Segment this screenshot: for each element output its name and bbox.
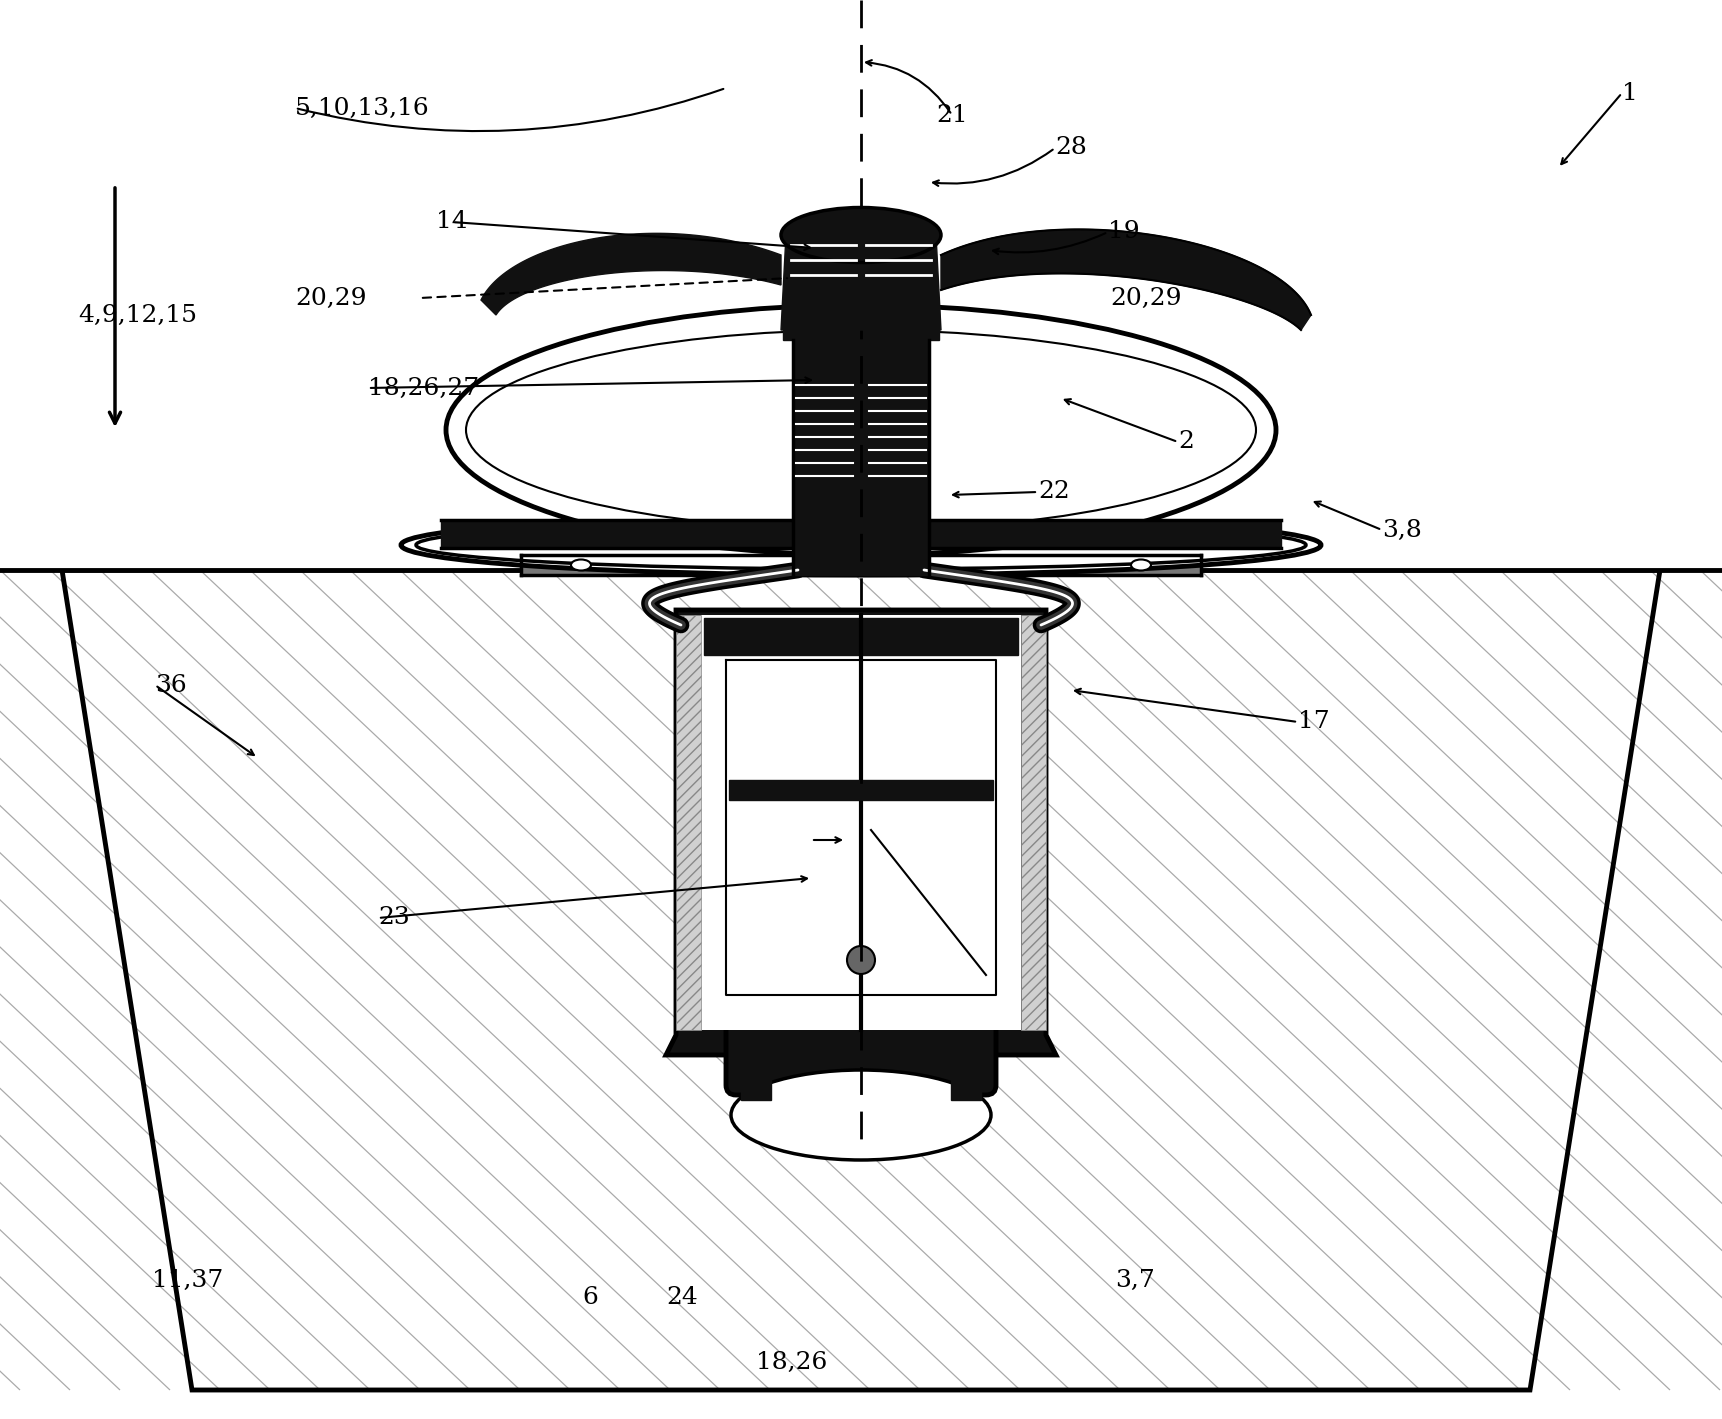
Ellipse shape bbox=[732, 1070, 990, 1159]
Polygon shape bbox=[62, 570, 1660, 1391]
Polygon shape bbox=[0, 0, 1722, 570]
Text: 24: 24 bbox=[666, 1287, 697, 1310]
Text: 23: 23 bbox=[379, 907, 410, 929]
Text: 11,37: 11,37 bbox=[152, 1269, 224, 1291]
Polygon shape bbox=[951, 1080, 982, 1100]
Text: 21: 21 bbox=[937, 104, 968, 126]
Text: 1: 1 bbox=[1622, 81, 1638, 105]
Polygon shape bbox=[480, 233, 782, 315]
Text: 3,8: 3,8 bbox=[1383, 518, 1422, 542]
Polygon shape bbox=[522, 555, 1200, 575]
Text: 20,29: 20,29 bbox=[1111, 287, 1181, 309]
Polygon shape bbox=[784, 305, 938, 341]
Polygon shape bbox=[677, 614, 701, 1030]
Text: 36: 36 bbox=[155, 674, 186, 697]
Polygon shape bbox=[701, 614, 1021, 1030]
Text: 2: 2 bbox=[1178, 430, 1193, 454]
Polygon shape bbox=[832, 331, 890, 360]
Text: 19: 19 bbox=[1107, 220, 1140, 244]
Polygon shape bbox=[666, 610, 1056, 1054]
Ellipse shape bbox=[782, 207, 940, 263]
Text: 18,26,27: 18,26,27 bbox=[369, 376, 479, 400]
Text: 28: 28 bbox=[1056, 136, 1087, 159]
Polygon shape bbox=[940, 230, 1310, 331]
Text: 18,26: 18,26 bbox=[756, 1351, 828, 1374]
Text: 4,9,12,15: 4,9,12,15 bbox=[77, 304, 196, 326]
Ellipse shape bbox=[401, 515, 1321, 575]
Polygon shape bbox=[740, 1080, 771, 1100]
Ellipse shape bbox=[446, 305, 1276, 555]
Polygon shape bbox=[794, 341, 928, 575]
Text: 3,7: 3,7 bbox=[1116, 1269, 1155, 1291]
Text: 22: 22 bbox=[1038, 481, 1069, 504]
Text: 14: 14 bbox=[436, 210, 468, 234]
Text: 20,29: 20,29 bbox=[294, 287, 367, 309]
Ellipse shape bbox=[572, 559, 591, 570]
Polygon shape bbox=[728, 780, 994, 800]
Polygon shape bbox=[1021, 614, 1045, 1030]
Polygon shape bbox=[727, 660, 995, 995]
Text: 6: 6 bbox=[582, 1287, 598, 1310]
Ellipse shape bbox=[1131, 559, 1150, 570]
Polygon shape bbox=[441, 519, 1281, 548]
FancyBboxPatch shape bbox=[727, 1010, 995, 1095]
Ellipse shape bbox=[847, 946, 875, 973]
Ellipse shape bbox=[417, 521, 1305, 569]
Polygon shape bbox=[704, 619, 1018, 656]
Polygon shape bbox=[782, 236, 940, 331]
Text: 17: 17 bbox=[1298, 711, 1329, 734]
Text: 5,10,13,16: 5,10,13,16 bbox=[294, 96, 430, 119]
